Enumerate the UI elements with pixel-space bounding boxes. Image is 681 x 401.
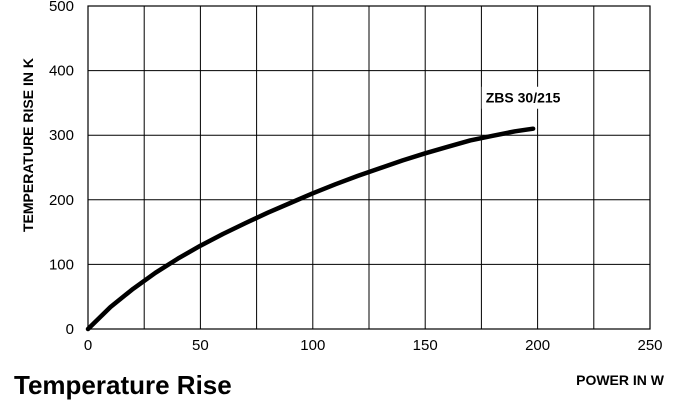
plot-frame: [87, 5, 651, 330]
y-tick-label: 0: [66, 321, 74, 338]
x-axis-title: POWER IN W: [576, 372, 665, 388]
x-tick-label: 50: [192, 337, 209, 354]
y-axis-title: TEMPERATURE RISE IN K: [20, 58, 36, 232]
x-tick-label: 0: [84, 337, 92, 354]
series-label-background: [481, 86, 565, 109]
y-tick-label: 100: [49, 256, 74, 273]
temperature-rise-chart: 0 50 100 150 200 250 0 100 200 300 400 500 ZBS 30/2…: [20, 0, 665, 388]
tick-labels: 0 50 100 150 200 250 0 100 200 300 400 500: [49, 0, 663, 354]
x-tick-label: 250: [637, 337, 662, 354]
x-tick-label: 100: [300, 337, 325, 354]
figure-caption: Temperature Rise: [14, 370, 232, 400]
y-tick-label: 500: [49, 0, 74, 15]
series-layer: ZBS 30/215: [85, 86, 565, 332]
y-tick-label: 400: [49, 63, 74, 80]
grid-lines: [87, 5, 651, 330]
series-label: ZBS 30/215: [486, 90, 561, 106]
x-tick-label: 200: [525, 337, 550, 354]
series-line: [85, 126, 536, 332]
y-tick-label: 300: [49, 127, 74, 144]
x-tick-label: 150: [413, 337, 438, 354]
y-tick-label: 200: [49, 192, 74, 209]
